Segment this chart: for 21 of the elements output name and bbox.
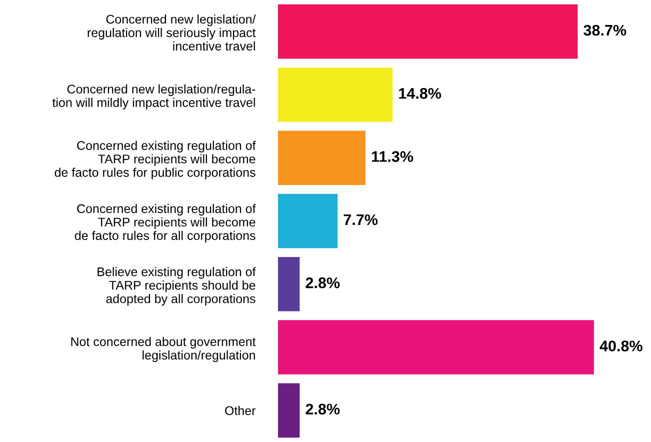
data-label: 2.8% bbox=[306, 277, 340, 288]
bar bbox=[278, 130, 366, 186]
y-tick-label: Believe existing regulation of TARP recipients should be adopted by all corporations bbox=[98, 267, 256, 306]
y-tick-label: Concerned existing regulation of TARP recipients will become de facto rules for public corporations bbox=[54, 140, 256, 180]
data-label: 38.7% bbox=[584, 24, 626, 36]
bar bbox=[278, 68, 393, 122]
bar bbox=[278, 4, 578, 59]
data-label: 2.8% bbox=[306, 404, 340, 415]
y-tick-label: Concerned new legislation/regula- tion will mildly impact incentive travel bbox=[52, 84, 256, 110]
bar bbox=[278, 320, 594, 374]
data-label: 14.8% bbox=[399, 88, 442, 99]
bar bbox=[278, 383, 300, 438]
y-tick-label: Concerned existing regulation of TARP recipients will become de facto rules for all corporations bbox=[74, 204, 256, 242]
data-label: 40.8% bbox=[600, 340, 642, 352]
data-label: 11.3% bbox=[372, 151, 414, 162]
bar bbox=[278, 194, 338, 248]
bar bbox=[278, 256, 300, 312]
data-label: 7.7% bbox=[344, 214, 378, 226]
y-tick-label: Other bbox=[225, 406, 256, 416]
y-tick-label: Not concerned about government legislation/regulation bbox=[71, 336, 256, 362]
y-tick-label: Concerned new legislation/ regulation will seriously impact incentive travel bbox=[88, 14, 256, 51]
